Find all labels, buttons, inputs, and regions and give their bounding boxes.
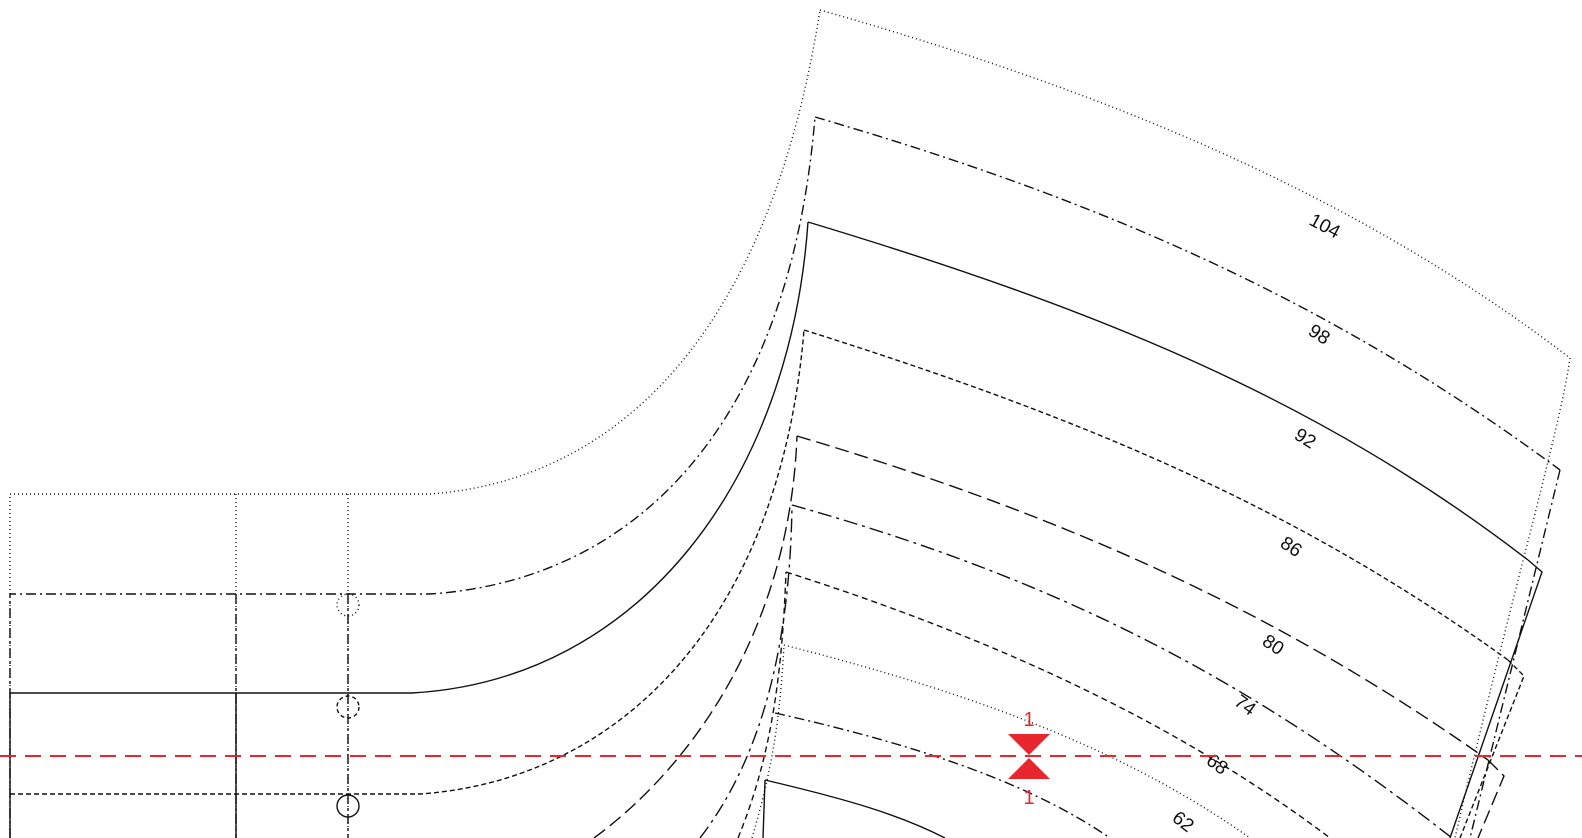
size-98-sleeve-top <box>815 117 1560 470</box>
size-80-sleeve-top <box>797 436 1488 760</box>
size-86-sleeve-top <box>804 330 1508 660</box>
size-62-inner-edge <box>763 780 765 838</box>
size-86-outline-left <box>10 330 804 794</box>
size-104-sleeve-top <box>820 10 1570 358</box>
size-62-inner-dashdot <box>775 713 1110 838</box>
size-80-armhole-curve <box>594 436 797 838</box>
size-label: 80 <box>1258 631 1287 660</box>
notch-label-bottom: 1 <box>1023 787 1034 809</box>
size-104-sleeve-side <box>1455 358 1570 838</box>
size-label: 86 <box>1276 533 1305 562</box>
size-92-sleeve-top <box>808 222 1528 560</box>
size-label: 68 <box>1202 750 1231 779</box>
size-labels: 104 98 92 86 80 74 68 62 <box>1168 210 1344 837</box>
size-label: 104 <box>1306 210 1344 244</box>
size-98-outline-left <box>10 117 815 838</box>
size-label: 92 <box>1290 424 1319 453</box>
size-98-sleeve-side <box>1470 470 1560 838</box>
size-62-inner-solid <box>765 780 945 838</box>
size-label: 62 <box>1168 807 1198 837</box>
size-80-sleeve-side <box>1478 760 1504 838</box>
size-104-outline-left <box>10 10 820 838</box>
notch-triangle-up-icon <box>1008 758 1050 779</box>
size-label: 98 <box>1304 320 1333 349</box>
notch-triangle-down-icon <box>1008 734 1050 755</box>
notch-marker: 1 1 <box>1008 709 1050 809</box>
notch-label-top: 1 <box>1023 709 1034 731</box>
size-label: 74 <box>1230 691 1260 721</box>
